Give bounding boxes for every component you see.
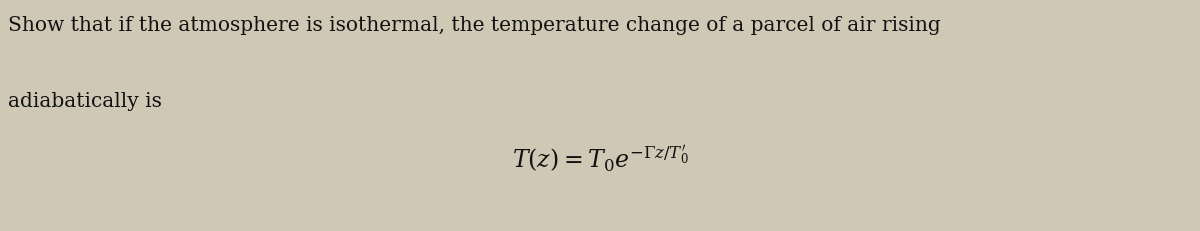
Text: adiabatically is: adiabatically is xyxy=(8,92,162,111)
Text: $T(z) = T_0 e^{-\Gamma z/T_0^{\prime}}$: $T(z) = T_0 e^{-\Gamma z/T_0^{\prime}}$ xyxy=(511,143,689,175)
Text: Show that if the atmosphere is isothermal, the temperature change of a parcel of: Show that if the atmosphere is isotherma… xyxy=(8,16,941,35)
